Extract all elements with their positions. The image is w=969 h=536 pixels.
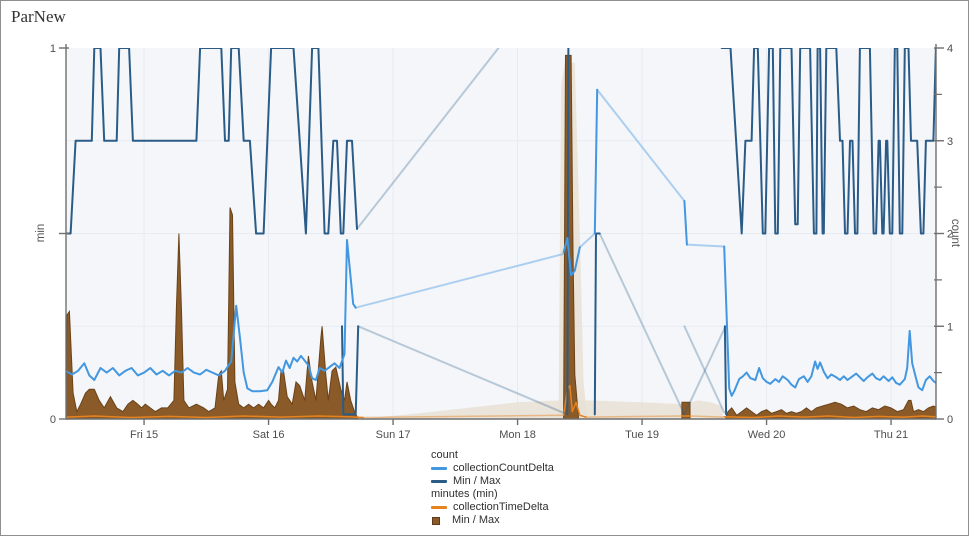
legend-item-label: Min / Max: [452, 514, 500, 526]
line-swatch-icon: [431, 506, 447, 509]
left-axis-tick-label: 1: [50, 43, 56, 55]
series-minutes-minmax-interpolated-hill: [359, 400, 723, 419]
series-count-minmax-2: [593, 232, 601, 416]
series-collectionCountDelta-gap-2: [578, 232, 596, 249]
series-count-minmax-gap-5: [683, 325, 727, 416]
x-axis-tick-label: Sun 17: [376, 429, 411, 441]
series-collectionTimeDelta-gap-3: [689, 415, 725, 418]
square-swatch-icon: [432, 516, 440, 525]
legend-item-collection-count-delta: collectionCountDelta: [431, 462, 554, 475]
series-collectionCountDelta-1: [66, 239, 357, 393]
series-collectionTimeDelta-2: [723, 415, 936, 419]
right-axis-title: count: [949, 218, 961, 248]
line-swatch-icon: [431, 480, 447, 483]
series-collectionTimeDelta-gap-1: [362, 414, 565, 419]
x-axis-tick-label: Tue 19: [625, 429, 659, 441]
series-collectionCountDelta-gap-4: [685, 243, 726, 248]
legend-item-label: collectionCountDelta: [453, 462, 554, 474]
series-count-minmax-gap-3: [598, 232, 686, 416]
legend-group-minutes: minutes (min): [431, 488, 498, 500]
x-axis-tick-label: Mon 18: [499, 429, 536, 441]
chart-legend: count collectionCountDelta Min / Max min…: [431, 449, 554, 527]
right-axis-tick-label: 1: [947, 321, 953, 333]
chart-title: ParNew: [11, 7, 66, 26]
legend-item-minutes-minmax: Min / Max: [431, 514, 554, 527]
x-axis-tick-label: Fri 15: [130, 429, 158, 441]
series-collectionTimeDelta-1: [66, 415, 364, 419]
series-count-minmax-gap-down: [357, 325, 569, 416]
series-count-minmax-3: [720, 48, 936, 235]
legend-group-count: count: [431, 449, 458, 461]
legend-item-label: collectionTimeDelta: [453, 501, 549, 513]
right-axis-tick-label: 0: [947, 414, 953, 426]
series-collectionTimeDelta-gap-2: [585, 415, 683, 418]
series-collectionCountDelta-4: [683, 200, 688, 246]
left-axis-title: min: [35, 223, 47, 243]
x-axis-tick-label: Sat 16: [253, 429, 285, 441]
line-swatch-icon: [431, 467, 447, 470]
series-minutes-minmax-area-1: [66, 207, 359, 419]
series-count-minmax-min-end: [341, 325, 360, 416]
series-count-minmax-vert: [723, 325, 728, 416]
series-count-minmax-gap-4: [683, 325, 726, 414]
series-collectionCountDelta-gap-1: [354, 252, 565, 309]
series-minutes-minmax-area-2: [724, 399, 936, 419]
x-axis-tick-label: Wed 20: [748, 429, 786, 441]
right-axis-tick-label: 2: [947, 229, 953, 241]
series-count-minmax-gap-up: [356, 48, 500, 230]
legend-item-label: Min / Max: [453, 475, 501, 487]
x-axis-tick-label: Thu 21: [874, 429, 908, 441]
series-collectionCountDelta-5: [723, 245, 936, 397]
legend-item-count-minmax: Min / Max: [431, 475, 554, 488]
left-axis-tick-label: 0: [50, 414, 56, 426]
series-collectionCountDelta-gap-3: [596, 88, 686, 202]
series-count-minmax-1: [66, 48, 358, 235]
right-axis-tick-label: 3: [947, 136, 953, 148]
series-minutes-minmax-bar: [681, 401, 691, 419]
series-collectionCountDelta-2: [562, 237, 581, 277]
series-collectionCountDelta-3: [593, 88, 599, 235]
series-count-minmax-spike: [566, 48, 570, 416]
right-axis-tick-label: 4: [947, 43, 953, 55]
legend-item-collection-time-delta: collectionTimeDelta: [431, 501, 554, 514]
